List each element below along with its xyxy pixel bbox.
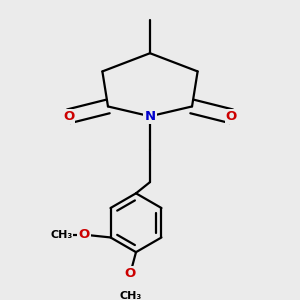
- Text: N: N: [144, 110, 156, 123]
- Text: O: O: [226, 110, 237, 123]
- Text: CH₃: CH₃: [119, 291, 142, 300]
- Text: O: O: [63, 110, 74, 123]
- Text: O: O: [78, 228, 89, 241]
- Text: CH₃: CH₃: [50, 230, 73, 240]
- Text: O: O: [125, 267, 136, 280]
